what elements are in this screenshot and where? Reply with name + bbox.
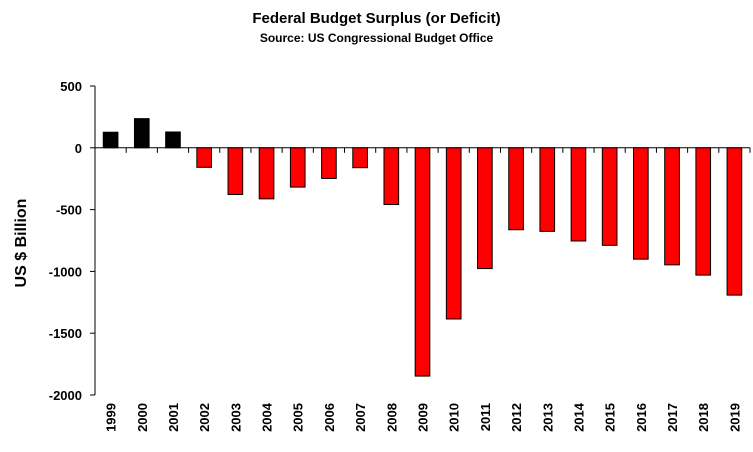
x-tick-label: 2001 <box>166 403 181 432</box>
x-ticks: 1999 2000 2001 2002 2003 2004 2005 2006 2007 2008… <box>104 147 751 432</box>
bar-2004 <box>258 147 275 200</box>
bar-2007 <box>352 147 368 169</box>
x-tick-label: 2013 <box>540 403 555 432</box>
x-tick-label: 2006 <box>322 403 337 432</box>
bar-2014 <box>570 147 587 242</box>
x-tick-label: 2005 <box>291 403 306 432</box>
y-tick-label: -1500 <box>49 326 82 341</box>
y-tick-label: -500 <box>56 203 82 218</box>
bar-2013 <box>539 147 556 232</box>
bar-2009 <box>414 147 431 377</box>
y-tick-label: 500 <box>60 79 82 94</box>
bar-2002 <box>196 147 212 168</box>
x-tick-label: 2000 <box>135 403 150 432</box>
bar-1999 <box>102 131 119 149</box>
y-tick-label: 0 <box>75 141 82 156</box>
y-ticks: 500 0 -500 -1000 -1500 -2000 <box>49 79 95 403</box>
bar-2001 <box>165 131 181 149</box>
bar-2010 <box>445 147 462 320</box>
x-tick-label: 2018 <box>696 403 711 432</box>
x-tick-label: 2004 <box>260 402 275 432</box>
x-tick-label: 2014 <box>571 402 586 432</box>
bar-2011 <box>477 147 493 270</box>
y-tick-label: -1000 <box>49 264 82 279</box>
bar-2008 <box>383 147 400 206</box>
bar-2012 <box>508 147 524 231</box>
bar-2016 <box>633 147 649 260</box>
x-tick-label: 2009 <box>416 403 431 432</box>
bar-2018 <box>695 147 712 276</box>
bar-2019 <box>726 147 743 296</box>
x-tick-label: 2003 <box>228 403 243 432</box>
bar-2015 <box>601 147 618 246</box>
bar-2005 <box>289 147 306 188</box>
bar-2006 <box>321 147 337 179</box>
x-tick-label: 2002 <box>197 403 212 432</box>
y-tick-label: -2000 <box>49 388 82 403</box>
bar-2017 <box>664 147 680 266</box>
x-tick-label: 2011 <box>478 403 493 431</box>
bar-2003 <box>227 147 244 196</box>
chart-subtitle: Source: US Congressional Budget Office <box>259 31 494 45</box>
chart-title: Federal Budget Surplus (or Deficit) <box>252 10 501 27</box>
x-tick-label: 2007 <box>353 403 368 432</box>
x-tick-label: 2015 <box>603 403 618 432</box>
bar-2000 <box>133 118 150 149</box>
x-tick-label: 2016 <box>634 403 649 432</box>
x-tick-label: 2017 <box>665 403 680 432</box>
x-tick-label: 2019 <box>727 403 742 432</box>
x-tick-label: 1999 <box>104 403 119 432</box>
y-axis-label: US $ Billion <box>13 199 30 288</box>
x-tick-label: 2010 <box>447 403 462 432</box>
bars <box>102 118 743 377</box>
x-tick-label: 2012 <box>509 403 524 432</box>
x-tick-label: 2008 <box>384 403 399 432</box>
